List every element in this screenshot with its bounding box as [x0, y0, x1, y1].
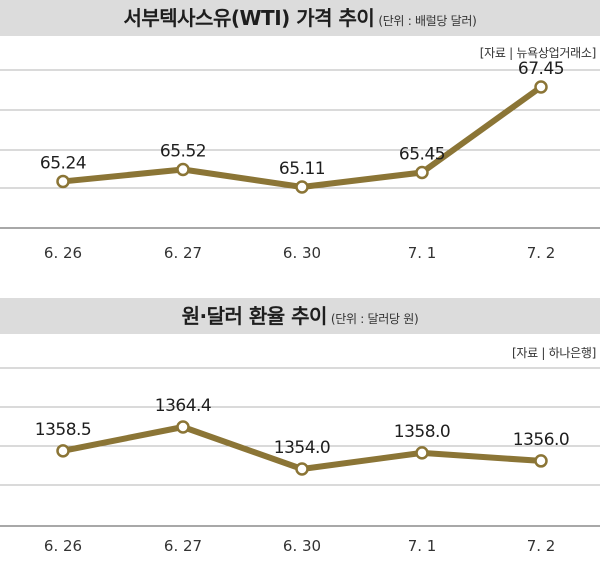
wti-data-point	[415, 165, 429, 180]
fx-line-chart: 1358.5 1364.4 1354.0 1358.0 1356.0 6. 26 6. 27…	[0, 367, 600, 555]
fx-value-label: 1358.0	[394, 422, 450, 442]
wti-value-label: 65.24	[40, 153, 86, 173]
fx-category-label: 7. 1	[408, 537, 437, 555]
wti-category-label: 6. 30	[283, 244, 321, 262]
wti-chart-panel: 서부텍사스유(WTI) 가격 추이 (단위 : 배럴당 달러) [자료 | 뉴욕상…	[0, 0, 600, 262]
wti-category-label: 7. 2	[527, 244, 556, 262]
wti-data-point	[56, 174, 70, 189]
wti-category-label: 6. 26	[44, 244, 82, 262]
wti-source-note: [자료 | 뉴욕상업거래소]	[479, 46, 597, 60]
fx-title-text: 원·달러 환율 추이	[181, 304, 328, 328]
fx-data-point	[56, 444, 70, 458]
wti-category-label: 6. 27	[164, 244, 202, 262]
wti-title-band	[0, 0, 600, 36]
wti-category-label: 7. 1	[408, 244, 437, 262]
fx-title-band	[0, 298, 600, 334]
fx-data-point	[534, 454, 548, 468]
fx-data-point	[176, 420, 190, 434]
wti-value-label: 67.45	[518, 59, 564, 79]
wti-data-point	[176, 162, 190, 177]
wti-value-label: 65.52	[160, 141, 206, 161]
wti-unit-note: (단위 : 배럴당 달러)	[378, 14, 477, 28]
wti-data-point	[295, 180, 309, 194]
fx-category-label: 6. 26	[44, 537, 82, 555]
wti-value-label: 65.11	[279, 159, 325, 179]
wti-chart-title: 서부텍사스유(WTI) 가격 추이 (단위 : 배럴당 달러)	[0, 0, 600, 36]
fx-category-label: 6. 30	[283, 537, 321, 555]
wti-value-label: 65.45	[399, 144, 445, 164]
fx-value-label: 1358.5	[35, 420, 91, 440]
wti-data-point	[534, 80, 548, 94]
fx-category-label: 7. 2	[527, 537, 556, 555]
fx-unit-note: (단위 : 달러당 원)	[330, 312, 419, 326]
fx-data-point	[295, 462, 309, 476]
fx-data-point	[415, 446, 429, 460]
fx-category-label: 6. 27	[164, 537, 202, 555]
fx-value-label: 1356.0	[513, 430, 569, 450]
fx-value-label: 1354.0	[274, 438, 330, 458]
fx-value-label: 1364.4	[155, 396, 211, 416]
wti-line-chart: 65.24 65.52 65.11 65.45 67.45 6. 26 6. 27 6. 30…	[0, 59, 600, 262]
wti-title-text: 서부텍사스유(WTI) 가격 추이	[123, 6, 375, 30]
fx-chart-title: 원·달러 환율 추이 (단위 : 달러당 원)	[0, 298, 600, 334]
fx-chart-panel: 원·달러 환율 추이 (단위 : 달러당 원) [자료 | 하나은행] 1358.…	[0, 298, 600, 580]
fx-source-note: [자료 | 하나은행]	[512, 346, 596, 360]
